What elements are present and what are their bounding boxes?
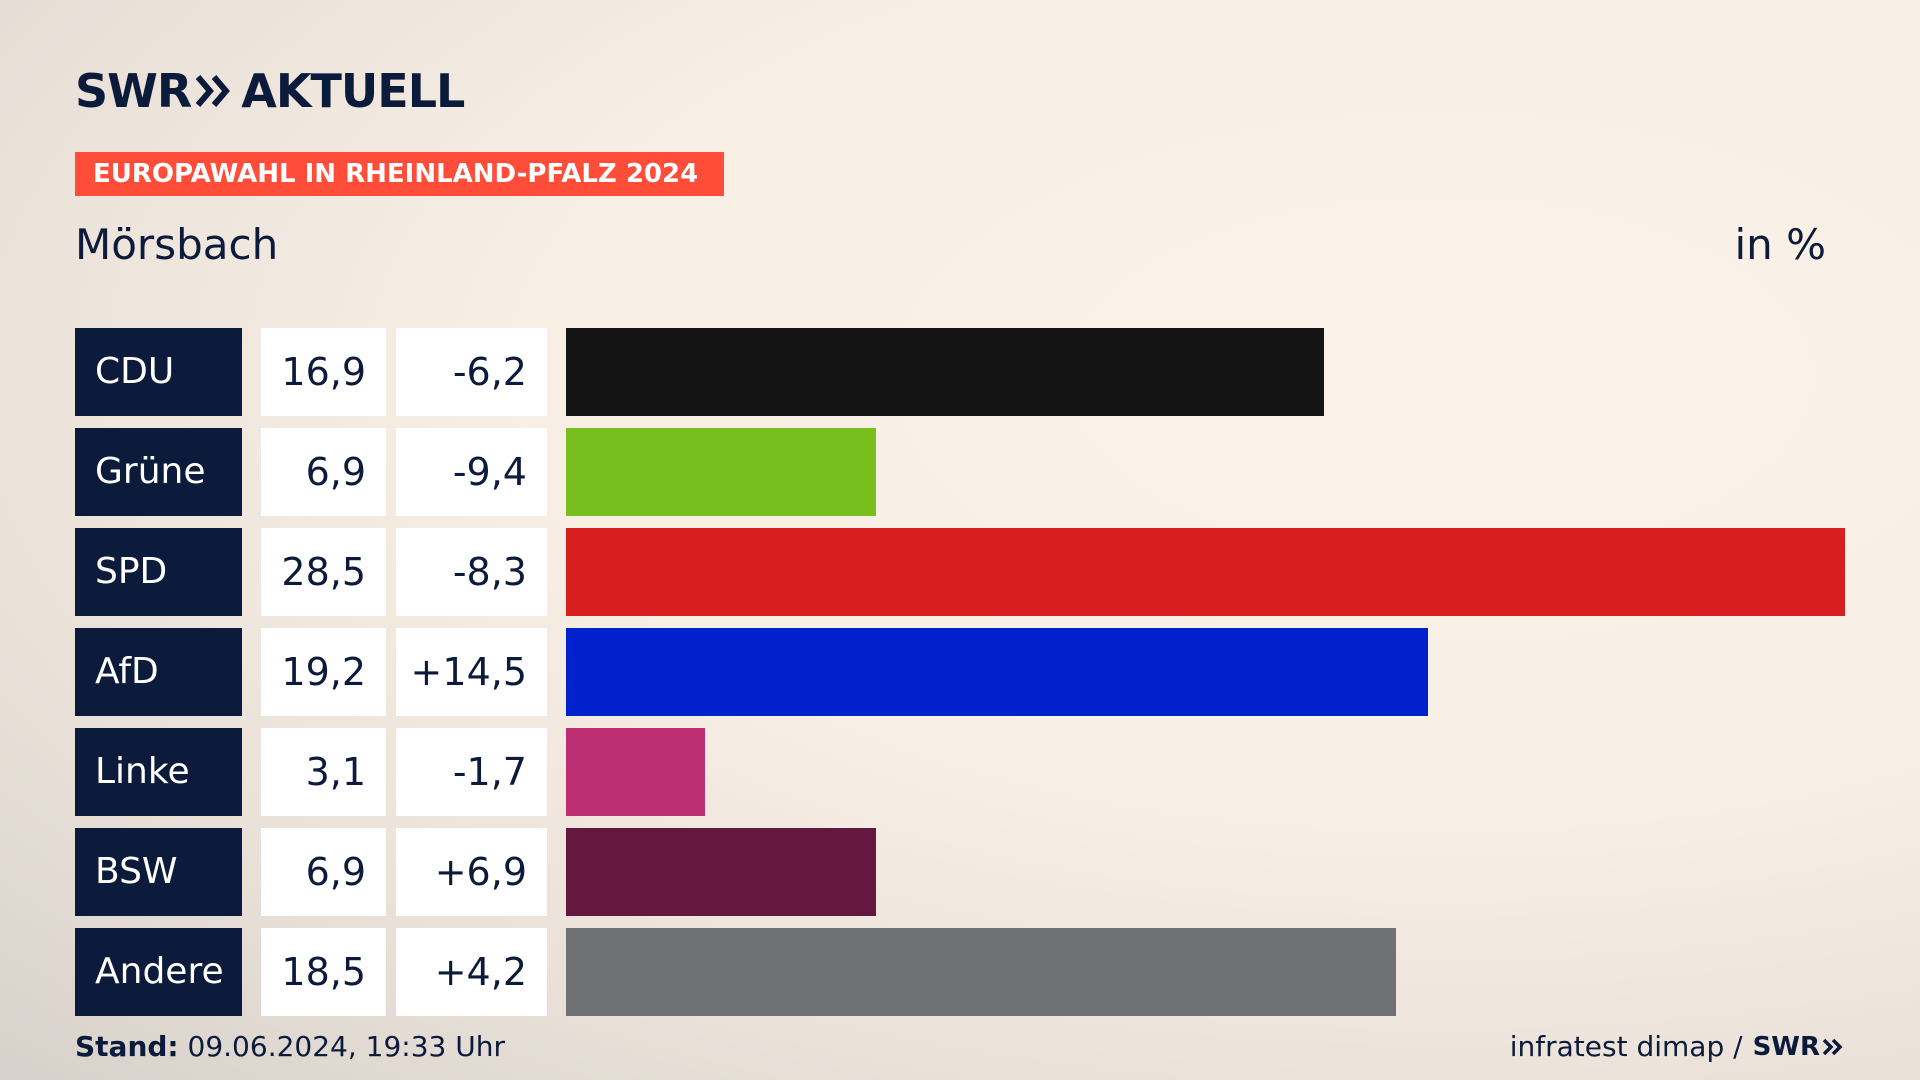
swr-mini-logo: SWR [1753, 1032, 1844, 1062]
region-title: Mörsbach [75, 220, 279, 269]
double-chevron-icon-small [1822, 1038, 1843, 1055]
vote-share: 19,2 [261, 628, 386, 716]
result-row: AfD 19,2 +14,5 [0, 628, 1920, 716]
result-row: CDU 16,9 -6,2 [0, 328, 1920, 416]
result-bar [566, 528, 1845, 616]
vote-change: -8,3 [396, 528, 547, 616]
result-row: SPD 28,5 -8,3 [0, 528, 1920, 616]
stand-value: 09.06.2024, 19:33 Uhr [187, 1030, 505, 1063]
result-bar [566, 928, 1397, 1016]
vote-share: 28,5 [261, 528, 386, 616]
source-text: infratest dimap / [1509, 1030, 1743, 1063]
vote-change: -6,2 [396, 328, 547, 416]
result-row: BSW 6,9 +6,9 [0, 828, 1920, 916]
party-label: Andere [75, 928, 242, 1016]
double-chevron-icon [196, 75, 231, 107]
vote-share: 3,1 [261, 728, 386, 816]
vote-change: -9,4 [396, 428, 547, 516]
party-label: Linke [75, 728, 242, 816]
party-label: CDU [75, 328, 242, 416]
mini-logo-text: SWR [1752, 1031, 1820, 1062]
party-label: Grüne [75, 428, 242, 516]
vote-share: 6,9 [261, 428, 386, 516]
party-label: BSW [75, 828, 242, 916]
vote-share: 18,5 [261, 928, 386, 1016]
result-bar [566, 328, 1325, 416]
stand-label: Stand: [75, 1030, 179, 1063]
vote-change: -1,7 [396, 728, 547, 816]
logo-brand: SWR [75, 64, 192, 118]
source-credit: infratest dimap / SWR [1510, 1030, 1844, 1063]
result-bar [566, 628, 1428, 716]
unit-label: in % [1734, 220, 1826, 269]
vote-share: 16,9 [261, 328, 386, 416]
vote-change: +14,5 [396, 628, 547, 716]
party-label: SPD [75, 528, 242, 616]
logo-product: AKTUELL [241, 64, 465, 118]
party-label: AfD [75, 628, 242, 716]
election-badge: EUROPAWAHL IN RHEINLAND-PFALZ 2024 [75, 152, 724, 196]
swr-aktuell-logo: SWR AKTUELL [75, 64, 465, 118]
result-bar [566, 828, 876, 916]
vote-change: +6,9 [396, 828, 547, 916]
result-bar [566, 728, 706, 816]
result-bar [566, 428, 876, 516]
vote-share: 6,9 [261, 828, 386, 916]
vote-change: +4,2 [396, 928, 547, 1016]
result-row: Andere 18,5 +4,2 [0, 928, 1920, 1016]
timestamp: Stand: 09.06.2024, 19:33 Uhr [75, 1030, 505, 1063]
result-row: Grüne 6,9 -9,4 [0, 428, 1920, 516]
result-row: Linke 3,1 -1,7 [0, 728, 1920, 816]
